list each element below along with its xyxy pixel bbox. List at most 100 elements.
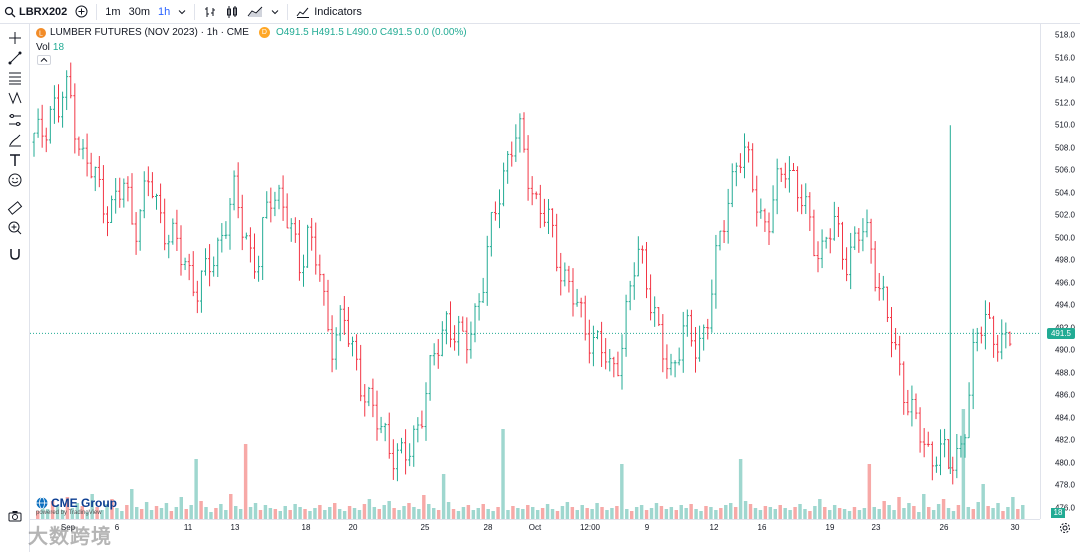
ohlc-bar: [73, 83, 77, 154]
price-tick-label: 502.0: [1054, 210, 1075, 220]
volume-bar: [120, 511, 124, 519]
ohlc-bar: [620, 334, 624, 390]
ohlc-bar: [40, 104, 44, 148]
volume-bar: [724, 505, 728, 519]
volume-bar: [40, 507, 45, 519]
volume-bar: [630, 511, 634, 519]
volume-bar: [729, 503, 733, 519]
ohlc-bar: [183, 257, 187, 271]
ohlc-bar: [926, 431, 930, 447]
ohlc-bar: [677, 347, 681, 366]
ohlc-bar: [902, 361, 906, 415]
timeframe-1m[interactable]: 1m: [105, 5, 121, 18]
chart-type-dropdown[interactable]: [267, 0, 283, 24]
ohlc-bar: [146, 166, 150, 197]
volume-bar: [733, 507, 738, 519]
ohlc-bar: [473, 303, 477, 343]
volume-bar: [263, 505, 268, 519]
trend-line-icon[interactable]: [7, 50, 23, 66]
time-tick-label: 23: [871, 523, 881, 532]
compare-button[interactable]: [71, 0, 92, 24]
volume-bar: [75, 503, 80, 519]
ohlc-bar: [449, 301, 452, 348]
brush-icon[interactable]: [7, 132, 23, 148]
crosshair-icon[interactable]: [7, 30, 23, 46]
indicators-button[interactable]: Indicators: [292, 0, 366, 24]
ohlc-bar: [653, 296, 657, 327]
ohlc-bar: [118, 177, 122, 208]
ohlc-bar: [93, 166, 97, 192]
indicators-icon: [296, 7, 310, 18]
volume-bar: [85, 512, 89, 519]
time-axis[interactable]: Sep 6 11 13 18 20 25 28 Oct 12:00 9 12 16 19 23 26 30: [30, 519, 1040, 533]
volume-bar: [243, 444, 248, 519]
volume-bar: [719, 508, 723, 519]
volume-bar: [610, 508, 614, 519]
volume-bar: [768, 507, 773, 519]
volume-bar: [743, 501, 748, 519]
delayed-badge[interactable]: D: [258, 27, 270, 38]
ohlc-bar: [943, 428, 947, 458]
ohlc-bar: [975, 327, 979, 352]
time-tick-label: Sep: [60, 523, 76, 532]
globe-icon: [36, 497, 48, 509]
volume-bar: [803, 509, 807, 519]
volume-bar: [590, 509, 594, 519]
ohlc-bar: [832, 201, 836, 241]
volume-bar: [471, 510, 476, 519]
magnet-icon[interactable]: [7, 246, 23, 262]
price-tick-label: 488.0: [1054, 368, 1075, 378]
timeframe-30m[interactable]: 30m: [128, 5, 150, 18]
ohlc-bar: [257, 255, 261, 282]
ohlc-bar: [616, 351, 620, 377]
price-tick-label: 482.0: [1054, 435, 1075, 445]
time-tick-label: 20: [348, 523, 358, 532]
ohlc-bar: [992, 315, 996, 358]
volume-bar: [535, 510, 540, 519]
fib-retracement-icon[interactable]: [7, 70, 23, 86]
ohlc-bar: [530, 176, 534, 206]
ohlc-bar: [849, 232, 853, 290]
ohlc-bar: [428, 355, 432, 401]
pattern-icon[interactable]: [7, 90, 23, 106]
candle-chart-type-button[interactable]: [221, 0, 243, 24]
indicators-label: Indicators: [314, 5, 362, 18]
timeframe-1h[interactable]: 1h: [157, 5, 171, 18]
forecast-icon[interactable]: [7, 112, 23, 128]
ohlc-bar: [710, 279, 714, 333]
volume-bar: [907, 503, 911, 519]
volume-bar: [362, 504, 367, 519]
text-icon[interactable]: [7, 152, 23, 168]
volume-bar: [902, 508, 906, 519]
area-chart-type-button[interactable]: [243, 0, 267, 24]
volume-bar: [159, 508, 164, 519]
collapse-legend-button[interactable]: [37, 55, 51, 65]
bar-chart-type-button[interactable]: [199, 0, 221, 24]
volume-bar: [214, 508, 218, 519]
volume-bar: [763, 506, 768, 519]
emoji-icon[interactable]: [7, 172, 23, 188]
timeframe-dropdown[interactable]: [174, 0, 190, 24]
volume-bar: [392, 508, 396, 519]
price-chart[interactable]: [30, 24, 1040, 519]
ohlc-bar: [432, 343, 436, 366]
zoom-in-icon[interactable]: [7, 220, 23, 236]
ohlc-bar: [514, 124, 518, 162]
camera-icon[interactable]: [7, 508, 23, 524]
volume-bar: [486, 509, 490, 519]
symbol-name: LBRX202: [19, 5, 68, 18]
price-tick-label: 484.0: [1054, 413, 1075, 423]
volume-bar: [70, 508, 75, 519]
volume-bar: [639, 505, 644, 519]
volume-bar: [318, 505, 322, 519]
volume-bar: [268, 508, 273, 519]
ohlc-bar: [939, 429, 942, 476]
volume-bar: [986, 506, 990, 519]
ohlc-bar: [534, 191, 538, 200]
top-toolbar: LBRX202 1m 30m 1h Indicators: [0, 0, 1080, 24]
price-axis[interactable]: 518.0 516.0 514.0 512.0 510.0 508.0 506.0 504.0…: [1040, 24, 1080, 519]
symbol-search[interactable]: LBRX202: [0, 0, 71, 24]
settings-gear-icon[interactable]: [1059, 522, 1071, 534]
volume-bar: [832, 505, 837, 519]
ruler-icon[interactable]: [7, 200, 23, 216]
